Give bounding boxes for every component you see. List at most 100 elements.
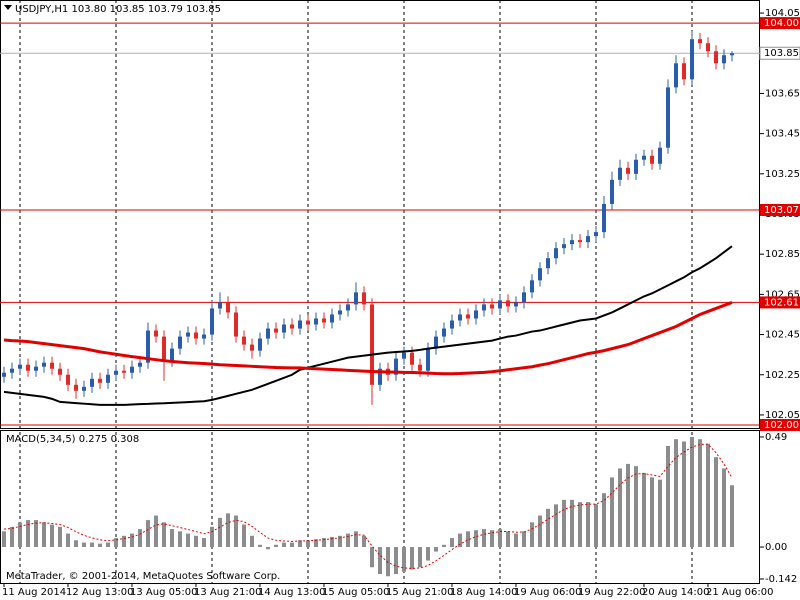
- candle-body: [154, 330, 158, 337]
- y-tick-label: 102.45: [765, 330, 800, 341]
- macd-bar: [26, 520, 30, 548]
- x-tick-label: 19 Aug 22:00: [578, 587, 645, 598]
- candle-body: [474, 310, 478, 319]
- x-tick-label: 13 Aug 05:00: [130, 587, 197, 598]
- candle-body: [490, 304, 494, 309]
- candle-body: [2, 372, 6, 377]
- x-tick-label: 20 Aug 14:00: [642, 587, 709, 598]
- candle-body: [50, 362, 54, 369]
- candle-body: [410, 352, 414, 365]
- candle-body: [530, 280, 534, 293]
- level-label-box: [760, 203, 800, 216]
- macd-bar: [114, 538, 118, 548]
- candle-body: [210, 308, 214, 335]
- macd-bar: [730, 485, 734, 548]
- candle-body: [714, 51, 718, 64]
- macd-bar: [378, 547, 382, 575]
- macd-bar: [18, 522, 22, 548]
- macd-bar: [402, 547, 406, 572]
- candle-body: [282, 324, 286, 333]
- macd-bar: [642, 472, 646, 548]
- candle-body: [170, 348, 174, 361]
- macd-bar: [634, 466, 638, 548]
- candle-body: [122, 370, 126, 373]
- y-tick-label: 103.25: [765, 169, 800, 180]
- candle-body: [138, 362, 142, 367]
- candle-body: [330, 314, 334, 323]
- macd-bar: [498, 529, 502, 548]
- copyright: MetaTrader, © 2001-2014, MetaQuotes Soft…: [6, 571, 280, 582]
- macd-panel-frame: [0, 430, 760, 584]
- x-tick-label: 11 Aug 2014: [2, 587, 66, 598]
- candle-body: [114, 370, 118, 375]
- menu-arrow-icon[interactable]: [4, 5, 12, 10]
- macd-bar: [130, 533, 134, 548]
- candle-body: [106, 374, 110, 383]
- macd-bar: [370, 547, 374, 568]
- macd-bar: [714, 457, 718, 548]
- candle-body: [434, 336, 438, 349]
- y-tick-label: 0.49: [765, 432, 787, 443]
- candle-body: [674, 63, 678, 88]
- macd-bar: [82, 542, 86, 548]
- candle-body: [482, 304, 486, 311]
- x-tick-label: 14 Aug 13:00: [258, 587, 325, 598]
- candle-body: [634, 159, 638, 174]
- candle-body: [602, 203, 606, 233]
- macd-bar: [34, 520, 38, 548]
- macd-bar: [306, 540, 310, 548]
- macd-bar: [650, 477, 654, 548]
- candle-body: [146, 330, 150, 363]
- candle-body: [314, 318, 318, 325]
- y-tick-label: 103.45: [765, 129, 800, 140]
- macd-bar: [226, 513, 230, 548]
- candle-body: [346, 304, 350, 311]
- level-label: 104.00: [764, 18, 799, 29]
- y-tick-label: 104.05: [765, 8, 800, 19]
- candle-body: [562, 244, 566, 249]
- candle-body: [58, 368, 62, 375]
- candle-body: [658, 147, 662, 164]
- candle-body: [10, 368, 14, 373]
- candle-body: [194, 332, 198, 339]
- macd-bar: [242, 524, 246, 548]
- macd-bar: [218, 517, 222, 548]
- macd-bar: [106, 542, 110, 548]
- macd-bar: [450, 538, 454, 548]
- macd-bar: [338, 535, 342, 548]
- macd-bar: [194, 535, 198, 548]
- macd-bar: [698, 439, 702, 548]
- candle-body: [594, 232, 598, 237]
- macd-bar: [42, 522, 46, 548]
- candle-body: [242, 336, 246, 345]
- macd-bar: [210, 526, 214, 548]
- candle-body: [258, 338, 262, 351]
- candle-body: [698, 39, 702, 44]
- candle-body: [514, 302, 518, 307]
- macd-bar: [66, 533, 70, 548]
- macd-bar: [146, 520, 150, 548]
- macd-bar: [290, 542, 294, 548]
- candle-body: [498, 300, 502, 309]
- candle-body: [250, 344, 254, 351]
- macd-bar: [626, 463, 630, 548]
- macd-bar: [90, 542, 94, 548]
- macd-bar: [722, 468, 726, 548]
- candle-body: [338, 310, 342, 315]
- level-label-box: [760, 296, 800, 309]
- macd-bar: [58, 526, 62, 548]
- candle-body: [394, 358, 398, 375]
- main-panel-frame: [0, 0, 760, 429]
- x-tick-label: 15 Aug 05:00: [322, 587, 389, 598]
- candle-body: [66, 374, 70, 385]
- candle-body: [426, 348, 430, 371]
- macd-bar: [674, 439, 678, 548]
- macd-bar: [10, 526, 14, 548]
- signal-line: [3, 443, 733, 569]
- candle-body: [274, 328, 278, 333]
- candle-body: [186, 332, 190, 337]
- candle-body: [402, 352, 406, 359]
- macd-bar: [274, 544, 278, 548]
- level-label: 103.07: [764, 205, 799, 216]
- candle-body: [226, 302, 230, 313]
